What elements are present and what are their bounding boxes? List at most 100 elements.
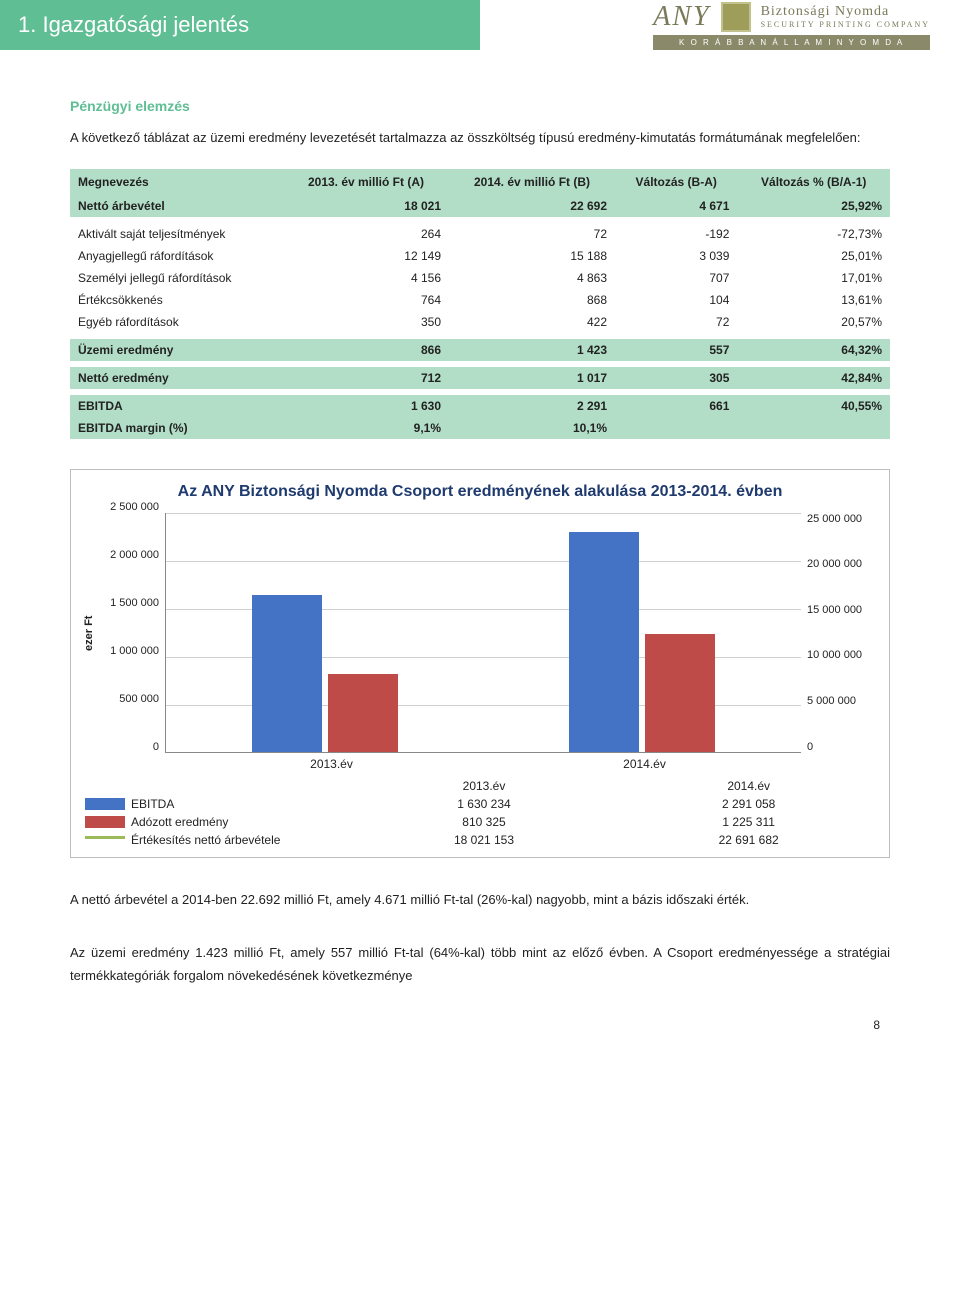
row-value: 25,01% — [737, 245, 890, 267]
row-value: 764 — [283, 289, 449, 311]
legend-swatch-icon — [85, 798, 125, 810]
x-axis-labels: 2013.év2014.év — [175, 753, 801, 771]
page-number: 8 — [70, 1018, 890, 1032]
legend-label: Értékesítés nettó árbevétele — [79, 831, 352, 849]
legend-col: 2013.év — [352, 777, 617, 795]
gridline — [166, 513, 801, 514]
row-value: 868 — [449, 289, 615, 311]
bar — [645, 634, 715, 752]
y-axis-right: 25 000 000 20 000 000 15 000 000 10 000 000… — [801, 513, 881, 753]
row-label: Nettó eredmény — [70, 367, 283, 389]
legend-swatch-line-icon — [85, 836, 125, 839]
row-label: Aktivált saját teljesítmények — [70, 223, 283, 245]
y-right-tick: 25 000 000 — [807, 513, 881, 525]
body-paragraph-1: A nettó árbevétel a 2014-ben 22.692 mill… — [70, 888, 890, 911]
logo-sub: SECURITY PRINTING COMPANY — [761, 20, 930, 29]
chart-plot — [165, 513, 801, 753]
row-value: 42,84% — [737, 367, 890, 389]
row-value: 4 671 — [615, 195, 737, 217]
row-value: 350 — [283, 311, 449, 333]
x-label: 2014.év — [488, 753, 801, 771]
bar-group — [569, 532, 715, 752]
y-right-tick: 5 000 000 — [807, 695, 881, 707]
table-row: Nettó árbevétel18 02122 6924 67125,92% — [70, 195, 890, 217]
row-value: 40,55% — [737, 395, 890, 417]
row-label: Értékcsökkenés — [70, 289, 283, 311]
header: 1. Igazgatósági jelentés ANY Biztonsági … — [0, 0, 960, 50]
row-value: 557 — [615, 339, 737, 361]
table-row: Személyi jellegű ráfordítások4 1564 8637… — [70, 267, 890, 289]
row-label: Egyéb ráfordítások — [70, 311, 283, 333]
legend-value: 18 021 153 — [352, 831, 617, 849]
row-value: 12 149 — [283, 245, 449, 267]
legend-value: 22 691 682 — [616, 831, 881, 849]
legend-value: 1 630 234 — [352, 795, 617, 813]
y-right-tick: 0 — [807, 741, 881, 753]
y-axis-left-label: ezer Ft — [79, 513, 95, 753]
row-value: 1 630 — [283, 395, 449, 417]
row-label: EBITDA margin (%) — [70, 417, 283, 439]
row-value: 707 — [615, 267, 737, 289]
logo-any: ANY — [653, 1, 710, 33]
row-label: Személyi jellegű ráfordítások — [70, 267, 283, 289]
financial-table: Megnevezés2013. év millió Ft (A)2014. év… — [70, 169, 890, 439]
y-right-tick: 20 000 000 — [807, 558, 881, 570]
chart-container: Az ANY Biztonsági Nyomda Csoport eredmén… — [70, 469, 890, 858]
row-value: 25,92% — [737, 195, 890, 217]
row-value: 64,32% — [737, 339, 890, 361]
y-right-tick: 10 000 000 — [807, 649, 881, 661]
legend-label: Adózott eredmény — [79, 813, 352, 831]
table-col-header: Megnevezés — [70, 169, 283, 195]
row-value: 72 — [615, 311, 737, 333]
legend-value: 810 325 — [352, 813, 617, 831]
legend-col: 2014.év — [616, 777, 881, 795]
row-value: 1 017 — [449, 367, 615, 389]
page-title: 1. Igazgatósági jelentés — [0, 0, 480, 50]
table-col-header: 2014. év millió Ft (B) — [449, 169, 615, 195]
row-label: Anyagjellegű ráfordítások — [70, 245, 283, 267]
row-label: Nettó árbevétel — [70, 195, 283, 217]
row-label: EBITDA — [70, 395, 283, 417]
row-value: 72 — [449, 223, 615, 245]
chart-body: ezer Ft 2 500 0002 000 0001 500 0001 000… — [79, 513, 881, 753]
table-row: EBITDA1 6302 29166140,55% — [70, 395, 890, 417]
table-col-header: 2013. év millió Ft (A) — [283, 169, 449, 195]
row-value: 661 — [615, 395, 737, 417]
legend-value: 1 225 311 — [616, 813, 881, 831]
row-value — [737, 417, 890, 439]
row-value: 17,01% — [737, 267, 890, 289]
row-value: -72,73% — [737, 223, 890, 245]
table-col-header: Változás (B-A) — [615, 169, 737, 195]
content: Pénzügyi elemzés A következő táblázat az… — [0, 58, 960, 1032]
legend-label: EBITDA — [79, 795, 352, 813]
x-label: 2013.év — [175, 753, 488, 771]
row-value: 15 188 — [449, 245, 615, 267]
row-value: 305 — [615, 367, 737, 389]
y-axis-left: 2 500 0002 000 0001 500 0001 000 000500 … — [95, 513, 165, 753]
row-value: 3 039 — [615, 245, 737, 267]
chart-title: Az ANY Biztonsági Nyomda Csoport eredmén… — [79, 482, 881, 503]
row-value: 1 423 — [449, 339, 615, 361]
row-value: 4 863 — [449, 267, 615, 289]
row-value: 20,57% — [737, 311, 890, 333]
legend-value: 2 291 058 — [616, 795, 881, 813]
bar — [569, 532, 639, 752]
legend-swatch-icon — [85, 816, 125, 828]
row-value: 18 021 — [283, 195, 449, 217]
row-value: 4 156 — [283, 267, 449, 289]
row-value: 866 — [283, 339, 449, 361]
chart-legend-table: 2013.év2014.év EBITDA1 630 2342 291 058 Ad… — [79, 777, 881, 849]
row-value — [615, 417, 737, 439]
table-row: Anyagjellegű ráfordítások12 14915 1883 0… — [70, 245, 890, 267]
logo-square-icon — [721, 2, 751, 32]
bar-group — [252, 595, 398, 752]
table-col-header: Változás % (B/A-1) — [737, 169, 890, 195]
table-row: Aktivált saját teljesítmények26472-192-7… — [70, 223, 890, 245]
y-right-tick: 15 000 000 — [807, 604, 881, 616]
bar — [252, 595, 322, 752]
table-row: Egyéb ráfordítások3504227220,57% — [70, 311, 890, 333]
logo-main: Biztonsági Nyomda — [761, 4, 930, 20]
row-value: 104 — [615, 289, 737, 311]
table-row: Üzemi eredmény8661 42355764,32% — [70, 339, 890, 361]
intro-text: A következő táblázat az üzemi eredmény l… — [70, 128, 890, 149]
